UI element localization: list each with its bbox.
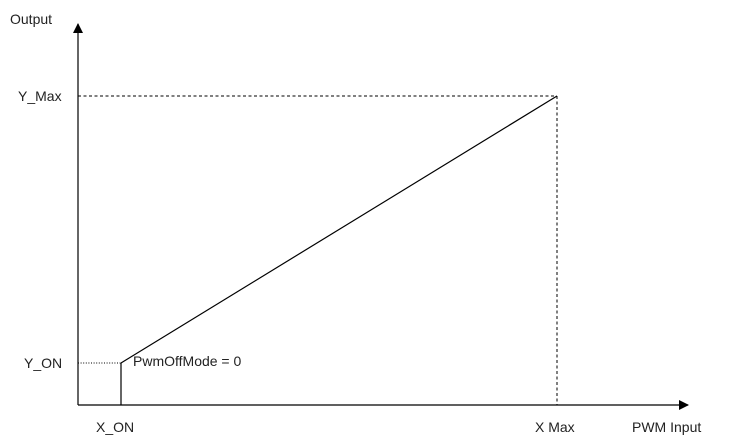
y-on-label: Y_ON: [24, 355, 62, 371]
x-max-label: X Max: [535, 419, 575, 435]
y-axis-label: Output: [10, 11, 52, 27]
y-max-label: Y_Max: [18, 88, 62, 104]
x-axis-label: PWM Input: [632, 419, 701, 435]
x-on-label: X_ON: [96, 419, 134, 435]
output-ramp-line: [120, 95, 558, 364]
pwm-off-mode-annotation: PwmOffMode = 0: [133, 353, 242, 369]
